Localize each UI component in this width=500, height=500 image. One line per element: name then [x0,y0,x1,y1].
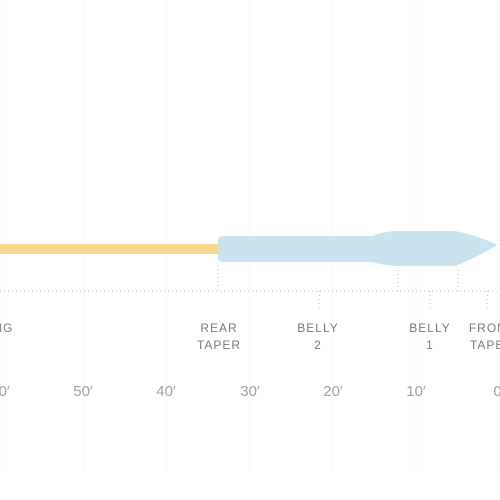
scale-label: 30′ [240,383,260,400]
section-label: TAPER [197,338,241,352]
section-ticks [217,265,488,310]
scale-label: 50′ [73,383,93,400]
section-label: BELLY [297,321,338,335]
scale-label: 20′ [323,383,343,400]
labels: 60′ 50′ 40′ 30′ 20′ 10′ 0′ RUNNING REAR TAPER BELL… [0,321,500,400]
scale-label: 40′ [156,383,176,400]
running-line [0,244,224,254]
line-body [218,231,497,266]
section-label: REAR [200,321,237,335]
scale-label: 60′ [0,383,10,400]
section-label: 2 [314,338,322,352]
section-label: 1 [426,338,434,352]
section-label: RUNNING [0,321,14,335]
section-label: FRONT [469,321,500,335]
scale-label: 10′ [406,383,426,400]
scale-label: 0′ [493,383,500,400]
section-label: TAPER [470,338,500,352]
section-label: BELLY [409,321,450,335]
